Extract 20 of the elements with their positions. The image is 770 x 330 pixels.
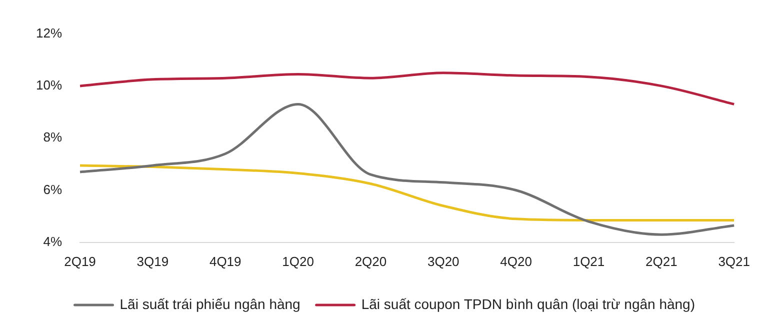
line-series [78, 164, 736, 222]
x-tick-label: 2Q19 [64, 254, 96, 269]
y-tick-label: 12% [36, 25, 62, 40]
y-tick-label: 4% [43, 234, 62, 249]
y-tick-label: 10% [36, 78, 62, 93]
legend-label: Lãi suất trái phiếu ngân hàng [120, 296, 300, 312]
x-tick-label: 3Q19 [136, 254, 169, 269]
x-tick-label: 3Q21 [718, 254, 750, 269]
x-tick-label: 3Q20 [427, 254, 460, 269]
line-series [78, 72, 736, 106]
line-series [78, 102, 736, 236]
x-tick-label: 2Q21 [646, 254, 678, 269]
x-tick-label: 4Q20 [500, 254, 532, 269]
x-tick-label: 1Q20 [282, 254, 314, 269]
x-tick-label: 1Q21 [572, 254, 605, 269]
x-tick-label: 4Q19 [209, 254, 242, 269]
y-tick-label: 8% [43, 130, 62, 145]
x-tick-label: 2Q20 [354, 254, 387, 269]
legend-label: Lãi suất coupon TPDN bình quân (loại trừ ngân hàng) [361, 296, 696, 312]
y-tick-label: 6% [43, 182, 62, 197]
